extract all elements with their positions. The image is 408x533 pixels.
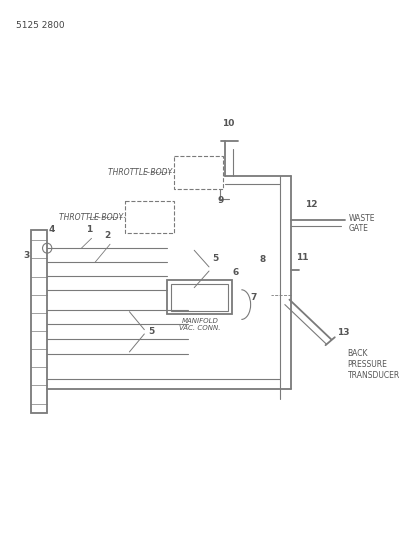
Text: BACK
PRESSURE
TRANSDUCER: BACK PRESSURE TRANSDUCER <box>348 349 400 381</box>
Text: 10: 10 <box>222 119 235 128</box>
Text: 12: 12 <box>305 200 318 208</box>
Bar <box>174 156 223 189</box>
Bar <box>31 230 47 414</box>
Text: THROTTLE BODY: THROTTLE BODY <box>108 168 172 177</box>
Text: 5: 5 <box>148 327 154 336</box>
Bar <box>125 201 174 233</box>
Text: 5125 2800: 5125 2800 <box>16 21 64 30</box>
Text: 7: 7 <box>251 293 257 302</box>
Text: 11: 11 <box>296 253 308 262</box>
Bar <box>167 280 232 314</box>
Text: MANIFOLD
VAC. CONN.: MANIFOLD VAC. CONN. <box>179 318 220 332</box>
Text: 3: 3 <box>23 251 29 260</box>
Text: 2: 2 <box>104 231 111 240</box>
Text: 5: 5 <box>213 254 219 263</box>
Text: THROTTLE BODY: THROTTLE BODY <box>59 213 123 222</box>
Text: 9: 9 <box>217 196 224 205</box>
Text: 6: 6 <box>232 268 238 277</box>
Text: WASTE
GATE: WASTE GATE <box>349 214 375 233</box>
Text: 8: 8 <box>260 255 266 264</box>
Text: 4: 4 <box>49 225 55 235</box>
Text: 1: 1 <box>86 225 92 235</box>
Bar <box>171 284 228 311</box>
Text: 13: 13 <box>337 328 349 337</box>
